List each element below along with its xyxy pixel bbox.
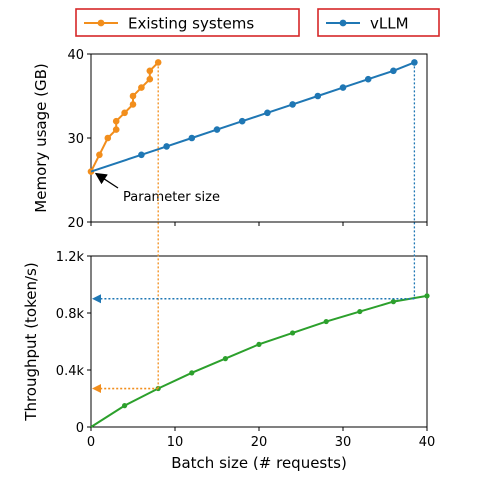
legend-marker [97, 19, 105, 27]
y-axis-label: Memory usage (GB) [32, 63, 50, 212]
data-point [189, 370, 195, 376]
data-point [96, 151, 103, 159]
data-point [146, 75, 154, 83]
y-tick-label: 1.2k [56, 250, 85, 265]
data-point [129, 92, 137, 100]
data-point [424, 293, 430, 299]
data-point [290, 330, 296, 336]
data-point [323, 318, 329, 325]
x-tick-label: 0 [87, 435, 95, 450]
throughput-plot: 0 0.4k 0.8k 1.2k 0 10 20 30 40 Batch size (# requ… [22, 250, 435, 472]
data-point [129, 101, 137, 108]
legend-item-vllm: vLLM [317, 8, 440, 37]
data-point [112, 126, 120, 133]
data-point [264, 109, 271, 117]
data-point [390, 299, 396, 305]
data-point [188, 134, 196, 142]
data-point [213, 126, 221, 133]
data-point [339, 84, 347, 91]
guide-arrowhead-0 [92, 384, 101, 394]
data-point [222, 356, 228, 362]
data-point [364, 75, 372, 83]
x-tick-label: 40 [419, 435, 436, 450]
data-point [146, 67, 154, 75]
legend-label: Existing systems [128, 15, 254, 33]
legend-box [75, 8, 300, 37]
x-tick-label: 10 [167, 435, 184, 450]
y-tick-label: 0.8k [56, 307, 85, 322]
data-point [390, 67, 397, 75]
data-point [314, 92, 322, 100]
annotation-label: Parameter size [123, 190, 220, 205]
y-tick-label: 30 [67, 132, 84, 147]
data-point [256, 341, 262, 347]
y-tick-label: 0 [76, 421, 84, 436]
guide-arrowhead-1 [92, 294, 101, 304]
annotation-arrow [94, 172, 119, 189]
data-point [138, 151, 145, 159]
legend: Existing systems vLLM [75, 8, 440, 37]
memory-usage-plot: 20 30 40 Memory usage (GB) Parameter size [32, 48, 428, 231]
data-point [138, 84, 145, 91]
x-tick-label: 20 [251, 435, 268, 450]
legend-label: vLLM [370, 15, 409, 33]
bottom-plot-frame [90, 255, 428, 428]
data-point [104, 134, 112, 142]
data-point [357, 308, 363, 315]
legend-item-existing-systems: Existing systems [75, 8, 300, 37]
x-tick-label: 30 [335, 435, 352, 450]
data-point [112, 117, 120, 125]
y-axis-label: Throughput (token/s) [22, 262, 40, 421]
data-point [289, 101, 296, 108]
y-tick-label: 20 [67, 216, 84, 231]
x-axis-label: Batch size (# requests) [171, 454, 347, 472]
data-point [121, 109, 128, 117]
data-point [163, 143, 170, 150]
cross-plot-guides [92, 62, 416, 394]
data-point [238, 117, 246, 125]
throughput-line [90, 294, 428, 428]
legend-box [317, 8, 440, 37]
data-point [122, 403, 128, 409]
y-tick-label: 40 [67, 48, 84, 63]
legend-marker [339, 19, 347, 27]
y-tick-label: 0.4k [56, 364, 85, 379]
